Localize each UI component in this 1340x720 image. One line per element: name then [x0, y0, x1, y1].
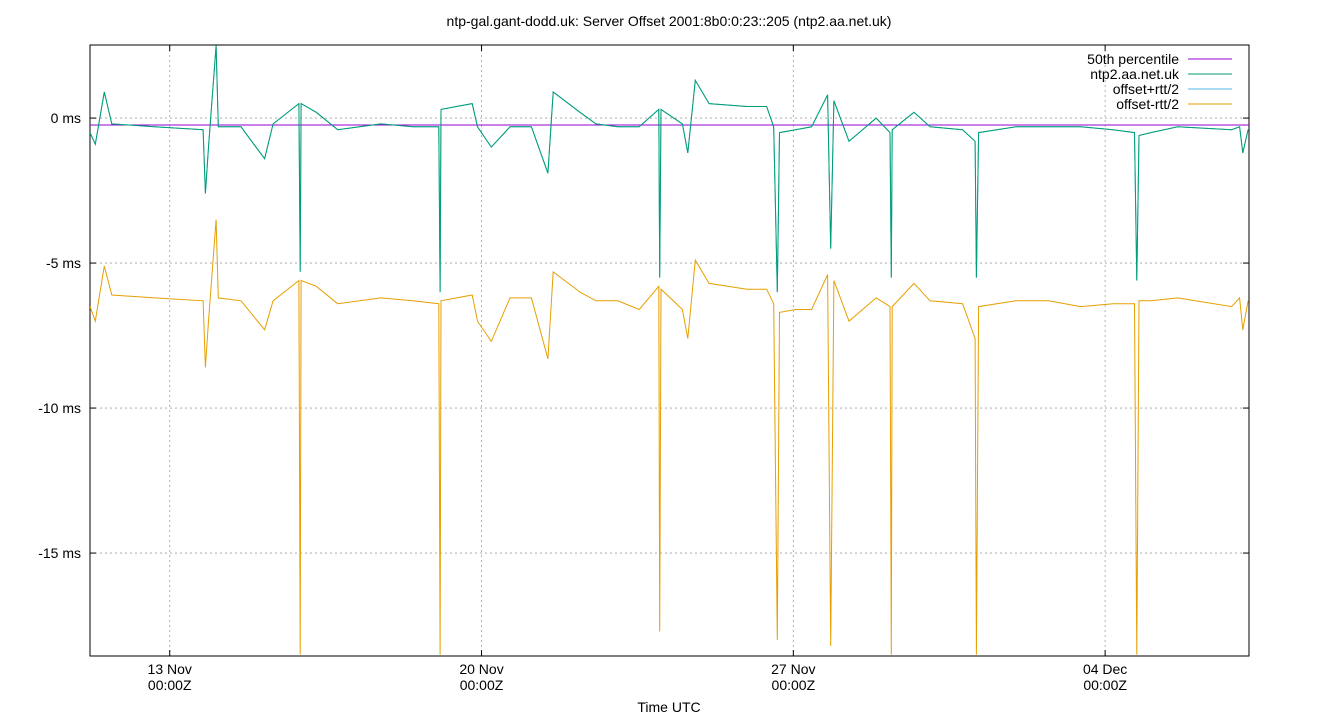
chart-title: ntp-gal.gant-dodd.uk: Server Offset 2001…	[447, 13, 892, 29]
plot-frame	[89, 44, 1250, 657]
x-tick-label: 13 Nov 00:00Z	[148, 661, 192, 693]
legend-label: 50th percentile	[1087, 51, 1179, 67]
y-tick-label: -15 ms	[38, 545, 81, 561]
x-tick-label: 27 Nov 00:00Z	[771, 661, 815, 693]
legend-label: ntp2.aa.net.uk	[1090, 66, 1180, 82]
y-tick-label: 0 ms	[51, 110, 81, 126]
legend-label: offset+rtt/2	[1113, 81, 1179, 97]
y-tick-label: -10 ms	[38, 400, 81, 416]
x-axis-label: Time UTC	[637, 699, 700, 715]
x-tick-label: 20 Nov 00:00Z	[459, 661, 503, 693]
series-line	[90, 45, 1249, 293]
x-tick-label: 04 Dec 00:00Z	[1083, 661, 1127, 693]
legend-label: offset-rtt/2	[1116, 96, 1179, 112]
y-tick-label: -5 ms	[46, 255, 81, 271]
series-line	[90, 219, 1249, 655]
